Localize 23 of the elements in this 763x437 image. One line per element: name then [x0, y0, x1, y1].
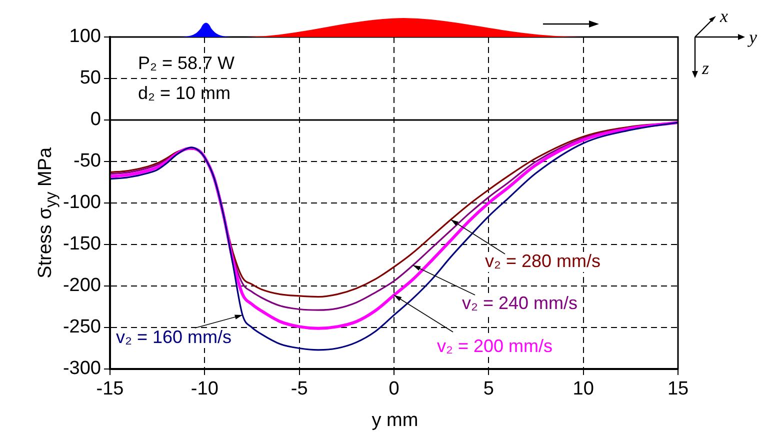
- annotation: P₂ = 58.7 W: [138, 52, 235, 73]
- y-tick-label: -300: [62, 358, 101, 380]
- y-tick-label: -200: [62, 275, 101, 296]
- x-axis-title: y mm: [370, 410, 420, 432]
- annotation: d₂ = 10 mm: [138, 82, 231, 103]
- y-tick-label: 50: [80, 68, 101, 89]
- y-tick-label: -100: [62, 192, 101, 214]
- x-tick-label: -5: [290, 378, 308, 400]
- x-tick-label: 5: [483, 378, 494, 400]
- x-tick-label: 15: [667, 378, 689, 400]
- y-tick-label: -150: [62, 234, 101, 255]
- y-tick-label: -50: [74, 150, 101, 172]
- x-tick-label: -15: [96, 378, 124, 400]
- text: v₂ = 280 mm/s: [485, 250, 601, 271]
- y-tick-label: -250: [62, 316, 101, 338]
- x-tick-label: 10: [572, 378, 594, 400]
- y-tick-label: 0: [90, 109, 101, 130]
- text: v₂ = 200 mm/s: [437, 336, 553, 356]
- x-tick-label: 0: [388, 378, 400, 400]
- series-label: v₂ = 160 mm/s: [116, 326, 232, 347]
- x-tick-label: -10: [190, 378, 218, 400]
- text: v₂ = 240 mm/s: [462, 292, 578, 313]
- y-tick-label: 100: [69, 26, 101, 48]
